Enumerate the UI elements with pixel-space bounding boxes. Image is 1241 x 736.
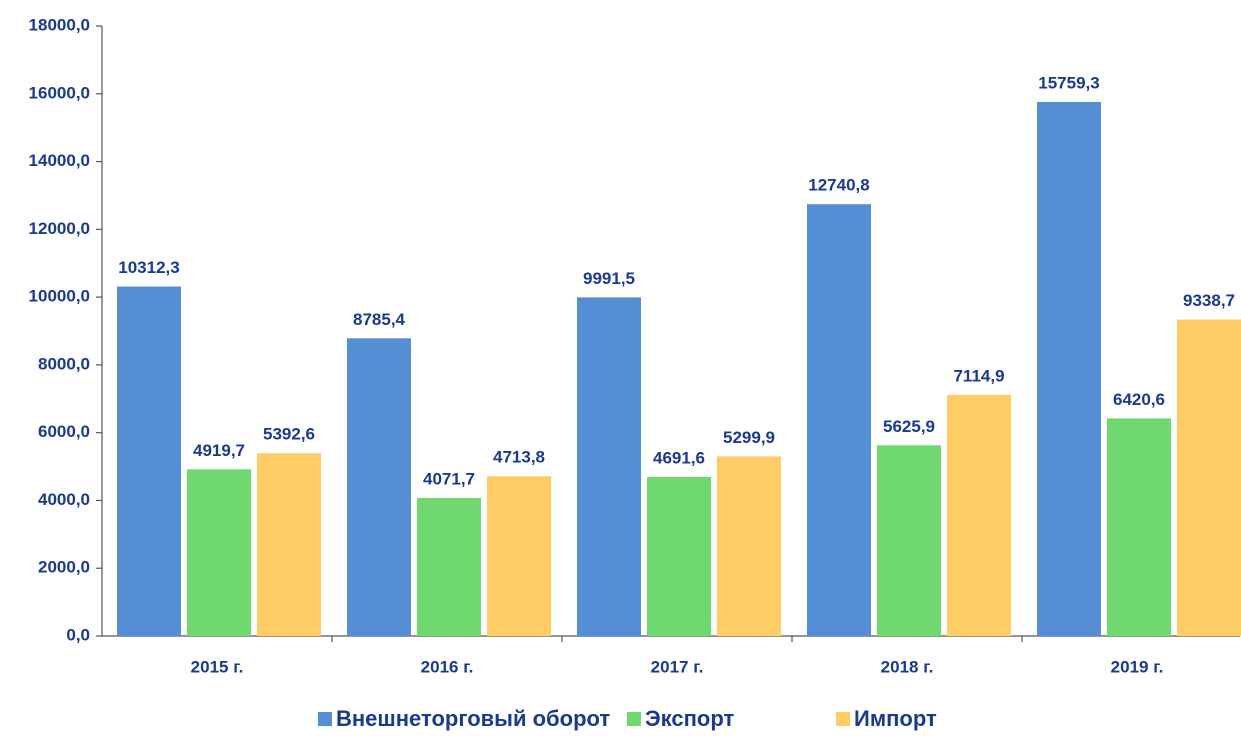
legend-label: Импорт [854,706,937,731]
y-tick-label: 14000,0 [29,151,90,170]
x-tick-label: 2016 г. [421,657,474,676]
bar [417,498,481,636]
y-tick-label: 6000,0 [38,422,90,441]
legend-label: Экспорт [645,706,734,731]
bar [1107,418,1171,636]
bar [347,338,411,636]
y-tick-label: 8000,0 [38,354,90,373]
value-label: 7114,9 [953,366,1004,385]
bar [947,394,1011,636]
y-tick-label: 10000,0 [29,287,90,306]
value-label: 12740,8 [808,176,869,195]
value-label: 4919,7 [193,441,245,460]
bar [257,453,321,636]
y-tick-label: 2000,0 [38,558,90,577]
value-label: 5625,9 [883,417,935,436]
value-label: 4713,8 [493,448,545,467]
x-tick-label: 2015 г. [191,657,244,676]
bar [487,476,551,636]
bar [807,204,871,636]
x-tick-label: 2019 г. [1111,657,1164,676]
x-tick-label: 2017 г. [651,657,704,676]
legend-label: Внешнеторговый оборот [336,706,610,731]
value-label: 15759,3 [1038,73,1099,92]
bar [647,477,711,636]
bar [877,445,941,636]
y-tick-label: 12000,0 [29,219,90,238]
value-label: 9338,7 [1183,291,1235,310]
bar [117,286,181,636]
bar [1037,101,1101,637]
bar [1177,319,1241,636]
x-tick-label: 2018 г. [881,657,934,676]
legend-swatch [627,712,641,726]
bar [187,469,251,636]
legend-swatch [836,712,850,726]
value-label: 8785,4 [353,310,406,329]
value-label: 4691,6 [653,448,705,467]
value-label: 4071,7 [423,469,475,488]
value-label: 9991,5 [583,269,635,288]
bar [577,297,641,636]
value-label: 10312,3 [118,258,179,277]
legend-swatch [318,712,332,726]
y-tick-label: 16000,0 [29,83,90,102]
value-label: 5299,9 [723,428,775,447]
bar [717,456,781,636]
value-label: 6420,6 [1113,390,1165,409]
value-label: 5392,6 [263,425,315,444]
y-tick-label: 4000,0 [38,490,90,509]
y-tick-label: 0,0 [66,625,90,644]
y-tick-label: 18000,0 [29,15,90,34]
